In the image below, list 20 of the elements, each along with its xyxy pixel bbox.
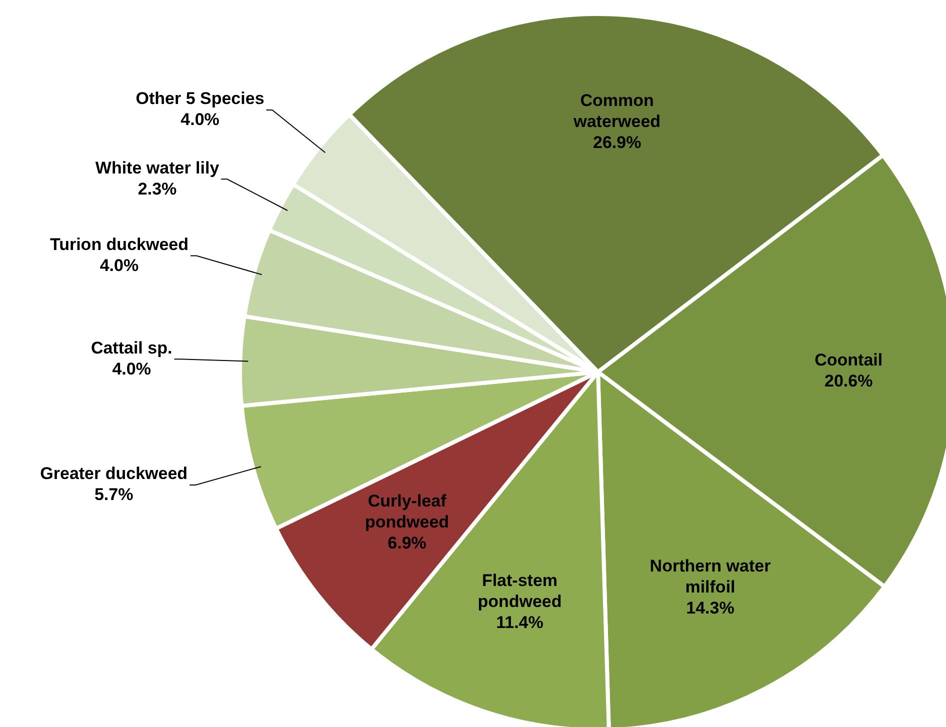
slice-label: Other 5 Species <box>136 89 264 108</box>
slice-label: Northern water milfoil <box>650 556 772 597</box>
slice-label: Turion duckweed <box>50 234 189 254</box>
data-label: 14.3% <box>686 598 734 618</box>
data-label: 5.7% <box>94 485 134 504</box>
data-label: 6.9% <box>388 534 426 553</box>
data-label: 4.0% <box>180 110 220 130</box>
slice-label: Cattail sp. <box>90 338 172 358</box>
data-label: 26.9% <box>593 132 642 152</box>
slice-label: Greater duckweed <box>40 464 188 484</box>
slice-label: White water lily <box>95 158 220 178</box>
data-label: 4.0% <box>100 256 139 275</box>
slice-label: Flat-stem pondweed <box>478 571 562 612</box>
data-label: 11.4% <box>496 613 544 632</box>
data-label: 20.6% <box>824 371 873 390</box>
slice-label: Coontail <box>814 350 883 370</box>
slice-label: Common waterweed <box>572 90 661 131</box>
slice-label: Curly-leaf pondweed <box>365 492 450 532</box>
data-label: 2.3% <box>138 179 177 198</box>
data-label: 4.0% <box>112 359 151 378</box>
